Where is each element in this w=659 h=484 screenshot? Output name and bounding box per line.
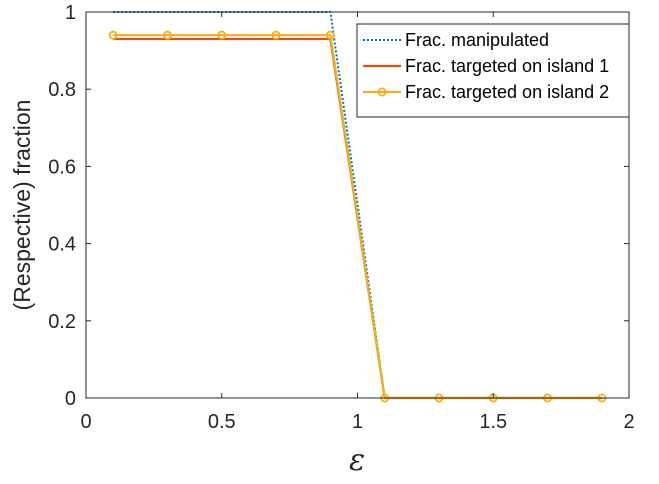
- x-axis-label: ε: [349, 443, 365, 478]
- legend-label-2: Frac. targeted on island 1: [405, 56, 609, 76]
- series-3-point: [162, 30, 172, 40]
- x-tick-label: 1: [352, 411, 363, 433]
- series-3-point: [271, 30, 281, 40]
- series-3-point: [108, 30, 118, 40]
- y-axis-label: (Respective) fraction: [9, 100, 35, 311]
- y-tick-label: 0.4: [48, 234, 76, 256]
- legend-box: [356, 23, 630, 118]
- x-tick-label: 1.5: [479, 411, 507, 433]
- legend: Frac. manipulated Frac. targeted on islan…: [356, 23, 630, 118]
- y-tick-label: 0.6: [48, 156, 76, 178]
- y-tick-label: 1: [65, 2, 76, 24]
- x-tick-label: 0: [80, 411, 91, 433]
- y-tick-label: 0.8: [48, 79, 76, 101]
- y-tick-label: 0: [65, 388, 76, 410]
- y-tick-label: 0.2: [48, 311, 76, 333]
- legend-label-1: Frac. manipulated: [405, 30, 549, 50]
- legend-label-3: Frac. targeted on island 2: [405, 82, 609, 102]
- x-tick-label: 2: [623, 411, 634, 433]
- x-tick-label: 0.5: [208, 411, 236, 433]
- ticks-layer: 0 0.5 1 1.5 2 0 0.2 0.4 0.6 0.8 1: [48, 2, 634, 433]
- series-3-point: [217, 30, 227, 40]
- legend-marker-3: [377, 87, 387, 97]
- series-3-point: [325, 30, 335, 40]
